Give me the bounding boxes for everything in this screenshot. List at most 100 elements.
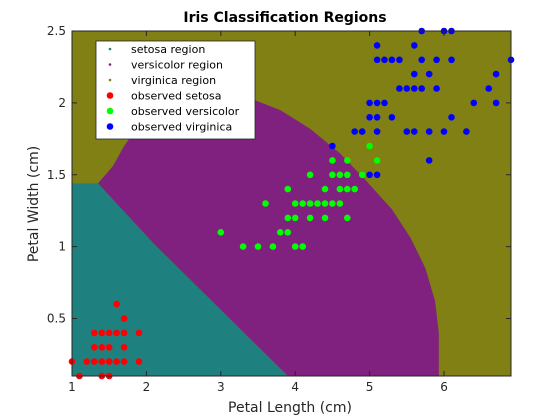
setosa-region-fill bbox=[72, 183, 288, 376]
scatter-point bbox=[105, 344, 113, 351]
scatter-point bbox=[388, 56, 396, 64]
legend-label: virginica region bbox=[131, 74, 216, 87]
scatter-point bbox=[299, 200, 307, 207]
y-tick-label: 1 bbox=[58, 240, 66, 254]
scatter-point bbox=[373, 171, 381, 179]
scatter-point bbox=[299, 243, 307, 250]
scatter-point bbox=[120, 329, 128, 337]
x-axis-ticks: 1 2 3 4 5 6 bbox=[68, 31, 448, 394]
scatter-point bbox=[425, 128, 433, 135]
legend-marker bbox=[106, 107, 114, 115]
scatter-point bbox=[366, 142, 373, 150]
scatter-point bbox=[403, 128, 411, 135]
versicolor-region-fill bbox=[98, 91, 439, 377]
scatter-point bbox=[373, 114, 381, 121]
scatter-point bbox=[492, 99, 500, 107]
scatter-point bbox=[329, 171, 336, 179]
scatter-point bbox=[411, 42, 418, 49]
scatter-point bbox=[411, 85, 418, 92]
x-axis-label: Petal Length (cm) bbox=[228, 400, 352, 416]
legend-label: observed setosa bbox=[131, 90, 222, 103]
scatter-point bbox=[105, 329, 113, 337]
scatter-point bbox=[344, 185, 351, 193]
scatter-point bbox=[113, 300, 120, 308]
scatter-point bbox=[83, 358, 91, 365]
scatter-point bbox=[440, 128, 448, 135]
scatter-point bbox=[411, 128, 418, 135]
scatter-point bbox=[381, 99, 388, 107]
scatter-point bbox=[366, 171, 373, 179]
chart-title: Iris Classification Regions bbox=[183, 10, 386, 26]
scatter-point bbox=[321, 185, 329, 193]
scatter-point bbox=[485, 85, 493, 92]
scatter-point bbox=[388, 114, 396, 121]
legend-label: versicolor region bbox=[131, 59, 223, 72]
y-axis-label: Petal Width (cm) bbox=[26, 146, 42, 262]
legend-label: observed versicolor bbox=[131, 105, 240, 118]
data-points bbox=[68, 27, 515, 380]
scatter-point bbox=[291, 200, 299, 207]
scatter-point bbox=[396, 85, 403, 92]
scatter-point bbox=[381, 56, 388, 64]
legend-marker bbox=[108, 78, 112, 82]
legend-label: setosa region bbox=[131, 43, 205, 56]
scatter-point bbox=[239, 243, 247, 250]
scatter-point bbox=[425, 157, 433, 164]
scatter-point bbox=[351, 185, 359, 193]
scatter-point bbox=[105, 358, 113, 365]
legend-marker bbox=[108, 47, 112, 51]
x-tick-label: 4 bbox=[291, 380, 299, 394]
scatter-point bbox=[470, 99, 478, 107]
scatter-point bbox=[135, 329, 143, 337]
scatter-point bbox=[291, 214, 299, 222]
scatter-point bbox=[306, 200, 314, 207]
scatter-point bbox=[98, 329, 106, 337]
axes-frame bbox=[71, 30, 512, 377]
scatter-point bbox=[344, 157, 351, 164]
y-tick-label: 0.5 bbox=[47, 312, 66, 326]
scatter-point bbox=[306, 171, 314, 179]
scatter-point bbox=[98, 344, 106, 351]
scatter-point bbox=[329, 157, 336, 164]
scatter-point bbox=[314, 200, 321, 207]
scatter-point bbox=[492, 70, 500, 78]
scatter-point bbox=[329, 200, 336, 207]
scatter-point bbox=[217, 229, 225, 236]
scatter-point bbox=[396, 56, 403, 64]
scatter-point bbox=[91, 344, 98, 351]
legend: setosa region versicolor region virginica … bbox=[95, 40, 256, 140]
scatter-point bbox=[448, 114, 455, 121]
scatter-point bbox=[321, 214, 329, 222]
scatter-point bbox=[358, 128, 366, 135]
x-tick-label: 1 bbox=[68, 380, 76, 394]
scatter-point bbox=[135, 358, 143, 365]
scatter-point bbox=[366, 114, 373, 121]
scatter-point bbox=[91, 329, 98, 337]
scatter-point bbox=[113, 358, 120, 365]
legend-marker bbox=[108, 63, 112, 66]
scatter-point bbox=[433, 85, 440, 92]
scatter-point bbox=[351, 128, 359, 135]
scatter-point bbox=[344, 214, 351, 222]
scatter-point bbox=[291, 243, 299, 250]
scatter-point bbox=[403, 85, 411, 92]
legend-label: observed virginica bbox=[131, 121, 232, 134]
y-tick-label: 2.5 bbox=[47, 24, 66, 38]
scatter-point bbox=[284, 229, 292, 236]
scatter-point bbox=[358, 171, 366, 179]
scatter-point bbox=[373, 42, 381, 49]
scatter-point bbox=[373, 99, 381, 107]
legend-marker bbox=[106, 123, 114, 130]
x-tick-label: 6 bbox=[440, 380, 448, 394]
scatter-point bbox=[336, 171, 344, 179]
legend-box bbox=[95, 40, 256, 140]
scatter-point bbox=[433, 56, 440, 64]
scatter-point bbox=[329, 142, 336, 150]
scatter-point bbox=[373, 56, 381, 64]
scatter-point bbox=[113, 329, 120, 337]
scatter-point bbox=[306, 214, 314, 222]
scatter-point bbox=[321, 200, 329, 207]
scatter-point bbox=[254, 243, 262, 250]
scatter-point bbox=[284, 214, 292, 222]
x-tick-label: 2 bbox=[143, 380, 151, 394]
